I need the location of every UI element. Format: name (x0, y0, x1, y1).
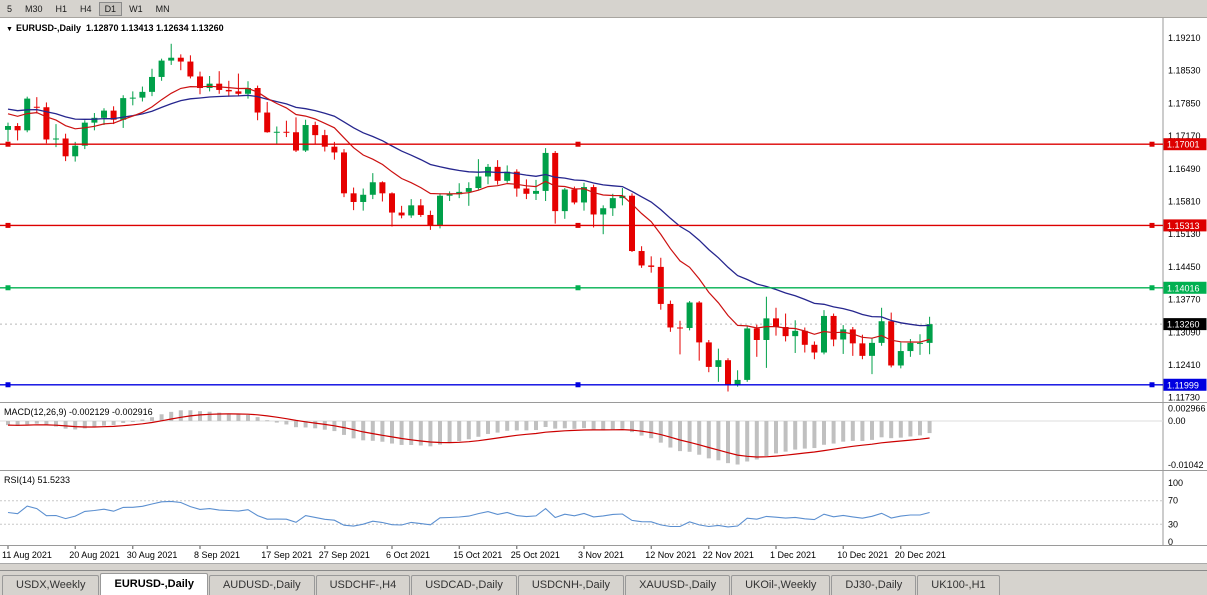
tab-usdcad-daily[interactable]: USDCAD-,Daily (411, 575, 517, 595)
svg-text:30 Aug 2021: 30 Aug 2021 (127, 550, 178, 560)
svg-text:30: 30 (1168, 519, 1178, 529)
timeframe-button-h4[interactable]: H4 (80, 3, 92, 14)
price-tag-1.15313: 1.15313 (1163, 219, 1207, 232)
svg-text:1.13260: 1.13260 (1167, 320, 1200, 330)
svg-text:15 Oct 2021: 15 Oct 2021 (453, 550, 502, 560)
timeframe-toolbar: 5 M30 H1 H4 D1 W1 MN (0, 0, 1207, 18)
svg-text:-0.01042: -0.01042 (1168, 460, 1204, 470)
chart-ohlc-values: 1.12870 1.13413 1.12634 1.13260 (85, 23, 224, 33)
svg-text:1.14016: 1.14016 (1167, 283, 1200, 293)
svg-text:0.002966: 0.002966 (1168, 404, 1206, 414)
ema-fast-line (7, 85, 930, 343)
svg-text:70: 70 (1168, 496, 1178, 506)
tab-audusd-daily[interactable]: AUDUSD-,Daily (208, 575, 315, 595)
svg-text:1.15810: 1.15810 (1168, 196, 1201, 206)
tab-eurusd-daily[interactable]: EURUSD-,Daily (100, 573, 208, 595)
chart-title: ▼ EURUSD-,Daily 1.12870 1.13413 1.12634 1… (6, 23, 224, 33)
rsi-line (7, 500, 930, 528)
tab-usdchf-h4[interactable]: USDCHF-,H4 (315, 575, 411, 595)
svg-text:25 Oct 2021: 25 Oct 2021 (511, 550, 560, 560)
rsi-indicator-label: RSI(14) 51.5233 (4, 475, 71, 485)
rsi-axis[interactable]: 100 70 30 0 (1162, 471, 1183, 545)
status-strip (0, 563, 1207, 570)
ema-slow-line (7, 94, 930, 327)
svg-text:1.13770: 1.13770 (1168, 295, 1201, 305)
svg-text:3 Nov 2021: 3 Nov 2021 (578, 550, 624, 560)
rsi-pane[interactable]: 100 70 30 0 (0, 471, 1207, 545)
svg-text:1.14450: 1.14450 (1168, 262, 1201, 272)
svg-text:6 Oct 2021: 6 Oct 2021 (386, 550, 430, 560)
pane-separator (0, 545, 1207, 546)
timeframe-button-w1[interactable]: W1 (129, 3, 143, 14)
macd-pane[interactable]: 0.002966 0.00 -0.01042 (0, 403, 1207, 470)
price-tag-1.14016: 1.14016 (1163, 281, 1207, 294)
timeframe-button-d1[interactable]: D1 (98, 1, 123, 16)
time-axis[interactable]: 11 Aug 2021 20 Aug 2021 30 Aug 2021 8 Sep 2… (0, 546, 1207, 563)
svg-text:1.17170: 1.17170 (1168, 131, 1201, 141)
svg-text:27 Sep 2021: 27 Sep 2021 (319, 550, 370, 560)
svg-text:1.17001: 1.17001 (1167, 140, 1200, 150)
price-tag-1.17001: 1.17001 (1163, 138, 1207, 151)
horizontal-line-1.17001[interactable] (0, 141, 1163, 147)
svg-text:1.13090: 1.13090 (1168, 327, 1201, 337)
svg-text:1.19210: 1.19210 (1168, 33, 1201, 43)
svg-text:12 Nov 2021: 12 Nov 2021 (645, 550, 696, 560)
timeframe-button-m30[interactable]: M30 (25, 3, 43, 14)
macd-signal-line (7, 413, 930, 458)
horizontal-line-1.11999[interactable] (0, 382, 1163, 388)
chart-symbol-label: EURUSD-,Daily (15, 23, 81, 33)
svg-text:1.15313: 1.15313 (1167, 221, 1200, 231)
pane-separator[interactable] (0, 402, 1207, 403)
macd-axis[interactable]: 0.002966 0.00 -0.01042 (1162, 403, 1206, 470)
chart-tabs-bar: USDX,Weekly EURUSD-,Daily AUDUSD-,Daily USD… (0, 570, 1207, 595)
svg-text:1.16490: 1.16490 (1168, 164, 1201, 174)
tab-xauusd-daily[interactable]: XAUUSD-,Daily (625, 575, 731, 595)
current-price-tag: 1.13260 (1163, 318, 1207, 331)
svg-text:1.12410: 1.12410 (1168, 360, 1201, 370)
candlestick-series (5, 43, 933, 392)
svg-text:0.00: 0.00 (1168, 416, 1186, 426)
svg-text:17 Sep 2021: 17 Sep 2021 (261, 550, 312, 560)
svg-text:1.18530: 1.18530 (1168, 66, 1201, 76)
price-axis[interactable]: 1.19210 1.18530 1.17850 1.17170 1.16490 1.158… (1162, 18, 1201, 402)
horizontal-line-1.14016[interactable] (0, 285, 1163, 291)
timeframe-button-mn[interactable]: MN (155, 3, 170, 14)
svg-text:1.11730: 1.11730 (1168, 393, 1200, 402)
collapse-arrow-icon[interactable]: ▼ (6, 26, 13, 33)
tab-uk100-h1[interactable]: UK100-,H1 (917, 575, 1000, 595)
svg-text:20 Dec 2021: 20 Dec 2021 (895, 550, 946, 560)
rsi-level-lines (0, 500, 1163, 525)
price-chart[interactable]: 1.19210 1.18530 1.17850 1.17170 1.16490 1.158… (0, 18, 1207, 402)
svg-text:1.11999: 1.11999 (1167, 380, 1199, 390)
tab-usdx-weekly[interactable]: USDX,Weekly (2, 575, 100, 595)
date-labels: 11 Aug 2021 20 Aug 2021 30 Aug 2021 8 Sep 2… (2, 546, 946, 560)
svg-text:22 Nov 2021: 22 Nov 2021 (703, 550, 754, 560)
tab-usdcnh-daily[interactable]: USDCNH-,Daily (517, 575, 625, 595)
timeframe-button-h1[interactable]: H1 (55, 3, 68, 14)
macd-indicator-label: MACD(12,26,9) -0.002129 -0.002916 (4, 407, 153, 417)
svg-text:8 Sep 2021: 8 Sep 2021 (194, 550, 240, 560)
svg-text:11 Aug 2021: 11 Aug 2021 (2, 550, 52, 560)
svg-text:1.15130: 1.15130 (1168, 229, 1201, 239)
svg-text:20 Aug 2021: 20 Aug 2021 (69, 550, 120, 560)
tab-dj30-daily[interactable]: DJ30-,Daily (831, 575, 917, 595)
tab-ukoil-weekly[interactable]: UKOil-,Weekly (731, 575, 831, 595)
price-tag-1.11999: 1.11999 (1163, 378, 1207, 391)
svg-text:100: 100 (1168, 478, 1183, 488)
horizontal-line-1.15313[interactable] (0, 222, 1163, 228)
timeframe-button-5[interactable]: 5 (7, 3, 13, 14)
macd-histogram (6, 410, 932, 465)
pane-separator[interactable] (0, 470, 1207, 471)
svg-text:0: 0 (1168, 537, 1173, 545)
svg-text:10 Dec 2021: 10 Dec 2021 (837, 550, 888, 560)
svg-text:1.17850: 1.17850 (1168, 98, 1201, 108)
svg-text:1 Dec 2021: 1 Dec 2021 (770, 550, 816, 560)
